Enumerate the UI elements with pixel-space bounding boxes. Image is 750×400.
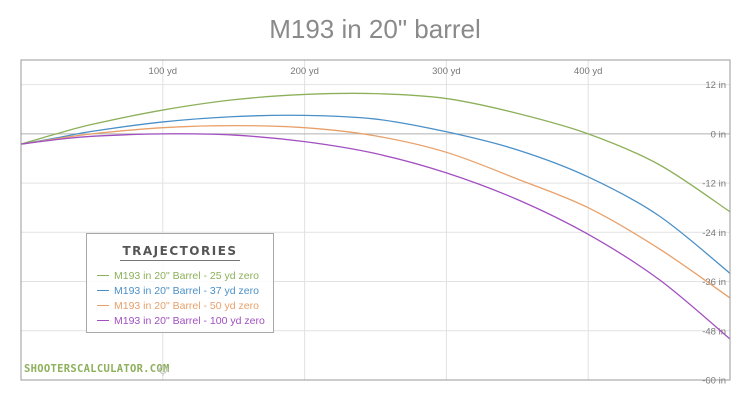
x-tick-label: 100 yd	[149, 66, 178, 77]
legend-label: M193 in 20" Barrel - 100 yd zero	[114, 314, 265, 327]
legend-label: M193 in 20" Barrel - 25 yd zero	[114, 269, 259, 282]
series-line	[20, 114, 731, 274]
legend-title: TRAJECTORIES	[87, 244, 273, 261]
chart-title: M193 in 20" barrel	[269, 14, 481, 44]
y-tick-label: -24 in	[702, 228, 726, 239]
brand-logo-text[interactable]: SHOOTERSCALCULATOR.COM	[24, 363, 170, 375]
x-tick-label: 400 yd	[574, 66, 603, 77]
y-tick-label: -60 in	[702, 376, 726, 387]
legend-items: M193 in 20" Barrel - 25 yd zero M193 in 2…	[87, 268, 273, 328]
y-tick-label: -48 in	[702, 326, 726, 337]
y-tick-label: 12 in	[705, 80, 726, 91]
x-tick-label: 200 yd	[290, 66, 319, 77]
plot-frame	[20, 59, 731, 381]
crosshair-icon[interactable]	[157, 364, 169, 376]
legend-swatch	[97, 305, 109, 306]
y-tick-label: -12 in	[702, 179, 726, 190]
legend-item[interactable]: M193 in 20" Barrel - 37 yd zero	[97, 283, 273, 298]
legend-item[interactable]: M193 in 20" Barrel - 100 yd zero	[97, 313, 273, 328]
series-line	[20, 92, 731, 213]
legend-label: M193 in 20" Barrel - 50 yd zero	[114, 299, 259, 312]
legend-swatch	[97, 275, 109, 276]
legend-item[interactable]: M193 in 20" Barrel - 50 yd zero	[97, 298, 273, 313]
legend-item[interactable]: M193 in 20" Barrel - 25 yd zero	[97, 268, 273, 283]
series-lines	[20, 92, 731, 340]
legend: TRAJECTORIES M193 in 20" Barrel - 25 yd …	[86, 233, 274, 333]
series-line	[20, 133, 731, 340]
x-tick-label: 300 yd	[432, 66, 461, 77]
y-tick-label: -36 in	[702, 277, 726, 288]
legend-swatch	[97, 320, 109, 321]
y-tick-label: 0 in	[711, 129, 726, 140]
axis-labels: 100 yd 200 yd 300 yd 400 yd 12 in 0 in -12 in -…	[149, 66, 726, 387]
legend-label: M193 in 20" Barrel - 37 yd zero	[114, 284, 259, 297]
legend-swatch	[97, 290, 109, 291]
series-line	[20, 124, 731, 299]
